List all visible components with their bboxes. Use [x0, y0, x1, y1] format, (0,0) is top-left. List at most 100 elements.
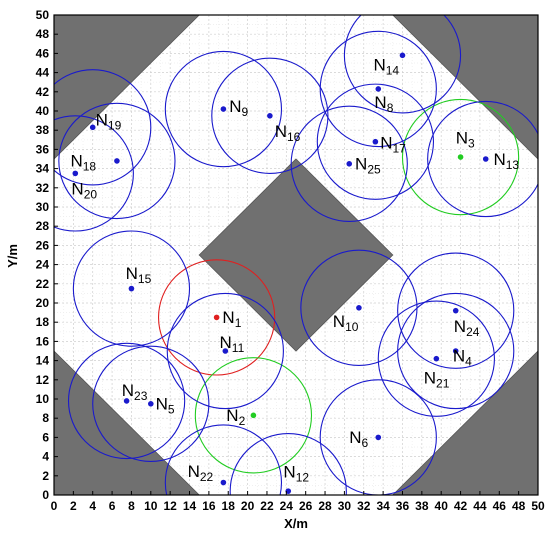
node-point-n3	[457, 154, 464, 160]
y-tick-label: 10	[36, 392, 50, 406]
node-label-n5: N5	[156, 395, 175, 417]
node-point-n10	[356, 305, 362, 311]
coverage-circle-n11	[166, 292, 284, 410]
y-tick-label: 32	[36, 181, 50, 195]
coverage-circle-n18	[58, 102, 176, 220]
y-tick-label: 16	[36, 334, 50, 348]
coverage-circle-n15	[72, 230, 191, 347]
coverage-circle-n14	[343, 15, 462, 114]
plot-area: N1 N2 N3 N4 N5 N6 N8 N9 N10 N11 N12 N13 N14 N15 N16 N17…	[36, 8, 545, 513]
node-label-n1: N1	[222, 308, 241, 330]
x-tick-label: 46	[493, 499, 507, 513]
node-point-n20	[72, 170, 79, 177]
x-tick-label: 38	[415, 499, 429, 513]
y-tick-label: 20	[36, 296, 50, 310]
coverage-circle-n5	[92, 345, 210, 462]
y-tick-label: 28	[36, 219, 50, 233]
x-tick-label: 18	[222, 499, 236, 513]
node-point-n11	[222, 348, 229, 354]
y-tick-label: 8	[42, 411, 49, 425]
plot-frame	[53, 14, 539, 496]
y-tick-label: 34	[36, 162, 50, 176]
node-label-n3: N3	[456, 129, 475, 151]
coverage-circle-n1	[157, 259, 276, 376]
x-tick-label: 28	[318, 499, 332, 513]
y-tick-label: 26	[36, 238, 50, 252]
node-point-n17	[372, 138, 379, 145]
x-tick-label: 20	[241, 499, 255, 513]
y-tick-label: 42	[36, 85, 50, 99]
coverage-circle-n13	[427, 100, 538, 218]
node-label-n18: N18	[70, 152, 96, 174]
y-tick-label: 46	[36, 46, 50, 60]
y-tick-label: 12	[36, 373, 50, 387]
node-label-n20: N20	[71, 180, 97, 202]
y-tick-label: 4	[42, 450, 49, 464]
coverage-circle-n10	[300, 249, 418, 366]
x-tick-label: 8	[128, 499, 135, 513]
node-point-n21	[433, 355, 440, 362]
coverage-circle-n24	[397, 252, 515, 369]
x-axis-title: X/m	[284, 516, 308, 531]
y-tick-label: 6	[42, 430, 49, 444]
y-tick-label: 24	[36, 258, 50, 272]
y-tick-label: 38	[36, 123, 50, 137]
coverage-circle-n3	[401, 98, 520, 216]
x-tick-label: 36	[396, 499, 410, 513]
node-label-n6: N6	[349, 428, 368, 450]
x-tick-label: 0	[51, 499, 58, 513]
node-label-n8: N8	[374, 93, 393, 115]
node-label-n19: N19	[96, 110, 122, 132]
y-tick-label: 36	[36, 142, 50, 156]
x-tick-label: 42	[454, 499, 468, 513]
coverage-circle-n20	[54, 115, 134, 232]
node-label-n22: N22	[188, 462, 214, 484]
node-point-n24	[452, 307, 459, 314]
x-tick-label: 48	[512, 499, 526, 513]
x-tick-label: 30	[338, 499, 352, 513]
coverage-circle-n25	[290, 105, 408, 222]
node-point-n16	[267, 113, 273, 119]
node-point-n5	[148, 401, 154, 407]
coverage-circle-n12	[229, 433, 347, 495]
node-point-n6	[375, 434, 382, 441]
node-point-n23	[123, 398, 130, 404]
coverage-circle-n8	[319, 30, 437, 148]
node-point-n25	[346, 161, 353, 167]
x-tick-label: 12	[163, 499, 177, 513]
node-label-n14: N14	[373, 56, 399, 78]
coverage-circle-n17	[316, 83, 435, 200]
x-tick-label: 44	[473, 499, 487, 513]
y-tick-label: 30	[36, 200, 50, 214]
node-label-n13: N13	[493, 150, 519, 172]
y-tick-label: 48	[36, 27, 50, 41]
y-tick-label: 50	[36, 8, 50, 22]
x-tick-label: 26	[299, 499, 313, 513]
node-label-n4: N4	[453, 347, 472, 369]
node-label-n2: N2	[226, 406, 245, 428]
coverage-circle-n19	[54, 69, 152, 186]
node-label-n15: N15	[126, 264, 152, 286]
y-tick-label: 0	[42, 488, 49, 502]
node-label-n25: N25	[355, 155, 381, 177]
coverage-circle-n22	[164, 424, 283, 495]
obstacle-center-diamond	[198, 158, 394, 352]
x-tick-label: 40	[435, 499, 449, 513]
x-tick-label: 34	[376, 499, 390, 513]
coverage-circle-n9	[164, 50, 283, 168]
y-tick-label: 18	[36, 315, 50, 329]
x-tick-label: 22	[260, 499, 274, 513]
node-point-n22	[220, 479, 227, 486]
x-tick-label: 4	[89, 499, 96, 513]
x-tick-label: 14	[183, 499, 197, 513]
y-tick-label: 44	[36, 66, 50, 80]
node-label-n17: N17	[380, 133, 406, 155]
coverage-circle-n23	[67, 342, 186, 460]
node-point-n9	[220, 106, 227, 112]
node-point-n2	[250, 412, 257, 419]
node-point-n4	[452, 348, 459, 354]
coverage-circle-n21	[377, 300, 495, 417]
y-tick-label: 40	[36, 104, 50, 118]
